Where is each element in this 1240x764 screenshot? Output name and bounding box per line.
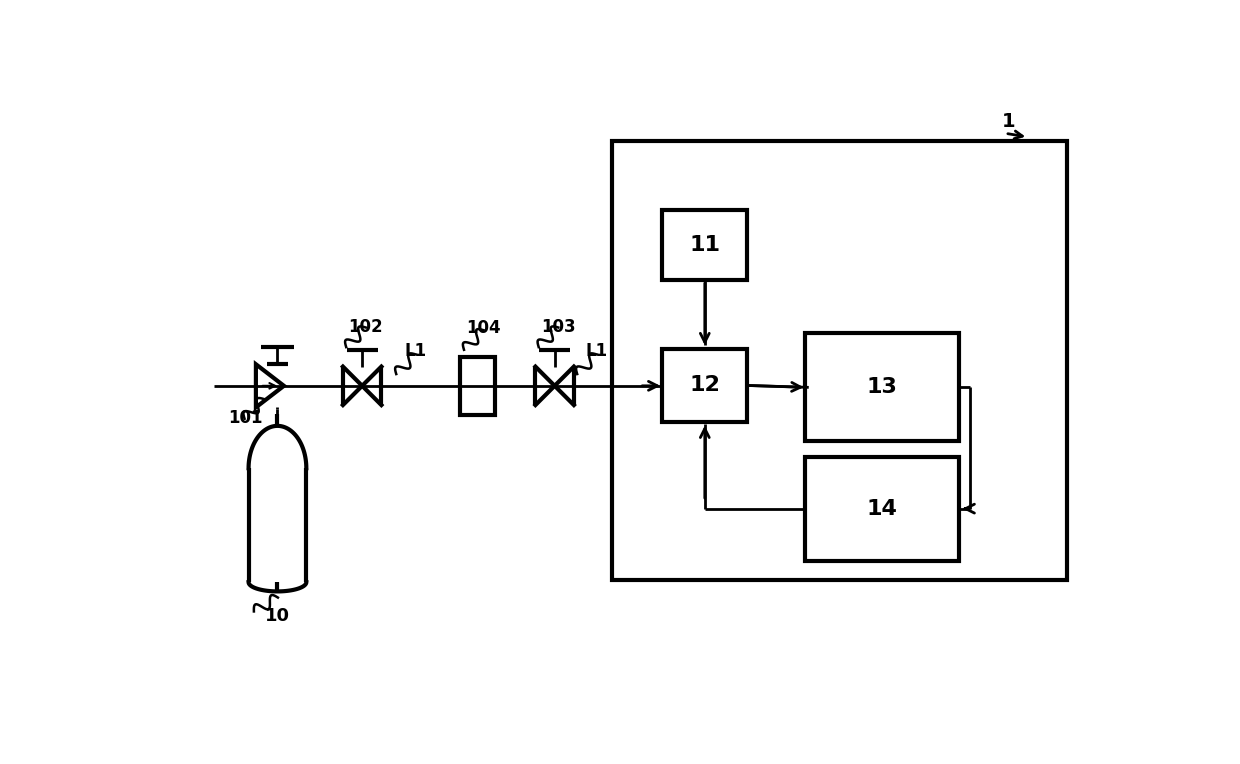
- Text: 13: 13: [867, 377, 898, 397]
- Text: 12: 12: [689, 375, 720, 396]
- Bar: [460, 357, 495, 415]
- Text: 11: 11: [689, 235, 720, 255]
- Bar: [805, 333, 959, 442]
- Text: 102: 102: [348, 318, 383, 335]
- Bar: [613, 141, 1066, 580]
- Text: 103: 103: [541, 318, 575, 335]
- Bar: [662, 349, 748, 422]
- Text: L1: L1: [587, 342, 608, 360]
- Bar: [662, 210, 748, 280]
- Text: 14: 14: [867, 499, 898, 519]
- Text: L1: L1: [405, 342, 427, 360]
- Text: 1: 1: [1002, 112, 1016, 131]
- Bar: [805, 457, 959, 561]
- Text: 104: 104: [466, 319, 501, 337]
- Text: 101: 101: [228, 410, 263, 427]
- Text: 10: 10: [265, 607, 290, 625]
